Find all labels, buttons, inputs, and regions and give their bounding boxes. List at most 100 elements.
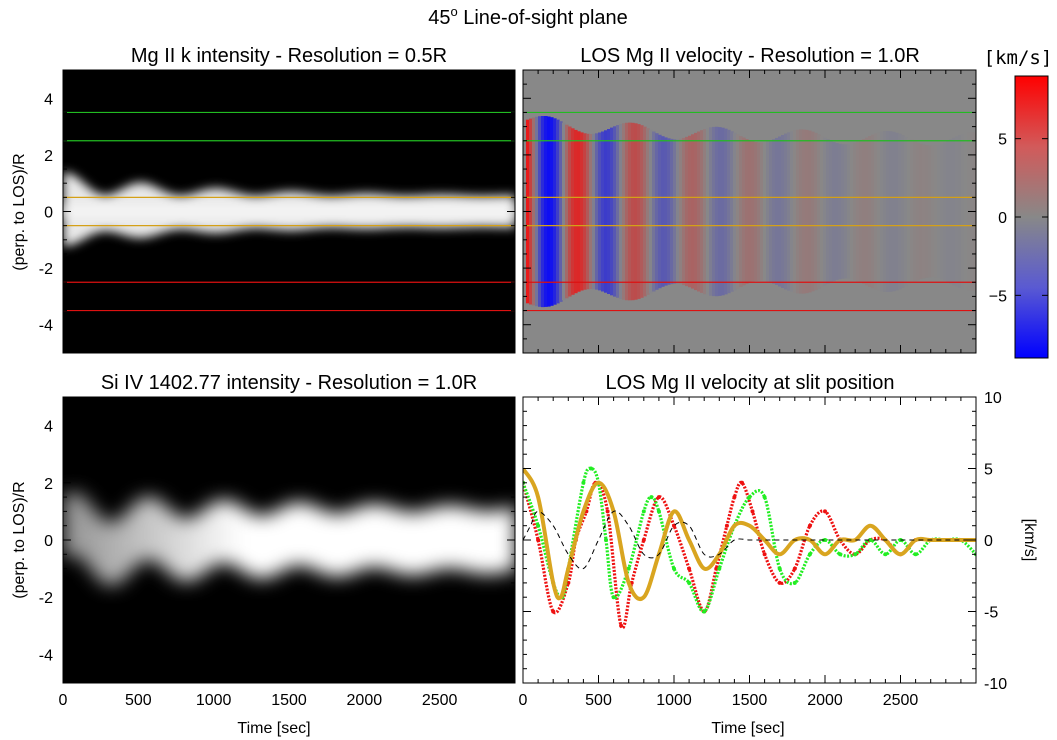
y-tick-label: -2 — [39, 590, 53, 607]
velocity-stripe — [892, 131, 896, 292]
velocity-stripe — [592, 133, 596, 290]
colorbar-tick-label: 0 — [998, 210, 1007, 227]
velocity-stripe — [925, 145, 929, 278]
series-point — [641, 538, 646, 542]
velocity-stripe — [868, 136, 872, 287]
series-point — [619, 623, 624, 628]
si-band-segment — [191, 516, 200, 579]
velocity-stripe — [658, 134, 662, 289]
panel-br-title: LOS Mg II velocity at slit position — [605, 372, 894, 394]
si-band-segment — [123, 511, 132, 575]
velocity-stripe — [889, 131, 893, 292]
colorbar-tick-label: −5 — [989, 288, 1007, 305]
velocity-stripe — [952, 137, 956, 286]
velocity-stripe — [706, 128, 710, 295]
velocity-stripe — [715, 126, 719, 297]
series-point — [536, 538, 541, 542]
velocity-stripe — [877, 132, 881, 291]
velocity-stripe — [649, 129, 653, 294]
si-band-segment — [93, 514, 102, 577]
velocity-stripe — [796, 129, 800, 294]
si-band-segment — [319, 510, 328, 574]
si-band-segment — [289, 503, 298, 567]
velocity-stripe — [643, 126, 647, 297]
x-tick-label: 2500 — [422, 692, 458, 709]
velocity-stripe — [559, 121, 563, 302]
velocity-stripe — [784, 133, 788, 290]
series-point — [672, 566, 676, 571]
panel-tr-title: LOS Mg II velocity - Resolution = 1.0R — [580, 45, 920, 67]
series-point — [641, 509, 646, 514]
velocity-stripe — [703, 129, 707, 295]
velocity-stripe — [751, 141, 755, 282]
si-band-segment — [85, 504, 94, 568]
velocity-stripe — [799, 129, 803, 294]
velocity-stripe — [532, 117, 536, 306]
colorbar-unit: [km/s] — [984, 47, 1053, 69]
velocity-stripe — [646, 128, 650, 295]
velocity-stripe — [691, 134, 695, 289]
velocity-stripe — [547, 116, 551, 307]
colorbar-tick-label: 5 — [998, 132, 1007, 149]
velocity-stripe — [712, 126, 716, 297]
velocity-stripe — [802, 129, 806, 294]
velocity-stripe — [679, 138, 683, 285]
velocity-stripe — [673, 139, 677, 284]
panel-br: 0 500 1000 1500 2000 2500 -10 -5 0 5 10 Time [sec]… — [519, 390, 1038, 737]
velocity-stripe — [628, 122, 632, 301]
velocity-stripe — [817, 134, 821, 289]
x-tick-label: 0 — [519, 692, 528, 709]
velocity-stripe — [763, 142, 767, 281]
velocity-stripe — [709, 127, 713, 296]
si-band-segment — [228, 502, 237, 566]
figure-title-main: 45 — [428, 7, 450, 29]
series-point — [762, 552, 767, 557]
velocity-stripe — [748, 140, 752, 283]
x-tick-label: 2000 — [807, 692, 843, 709]
velocity-stripe — [616, 125, 620, 298]
si-band-segment — [454, 506, 463, 570]
velocity-stripe — [553, 118, 557, 305]
y-tick-label: 2 — [44, 476, 53, 493]
si-band-segment — [334, 513, 343, 577]
series-point — [581, 480, 586, 485]
velocity-stripe — [838, 143, 842, 280]
velocity-stripe — [805, 129, 809, 294]
si-band-segment — [243, 511, 253, 575]
velocity-stripe — [856, 141, 860, 282]
series-point — [611, 595, 616, 600]
si-band-segment — [492, 510, 501, 574]
panel-tl: -4 -2 0 2 4 — [39, 69, 516, 354]
velocity-stripe — [946, 140, 950, 283]
velocity-stripe — [742, 137, 746, 286]
velocity-stripe — [739, 136, 743, 287]
si-band-segment — [424, 509, 433, 573]
x-tick-label: 0 — [59, 692, 68, 709]
velocity-stripe — [661, 136, 665, 287]
y-tick-label: -5 — [984, 605, 998, 622]
si-band-segment — [417, 511, 426, 575]
si-band-segment — [198, 510, 207, 574]
si-band-segment — [100, 520, 109, 584]
velocity-stripe — [778, 136, 782, 287]
velocity-stripe — [604, 130, 608, 293]
velocity-stripe — [562, 122, 566, 301]
velocity-stripe — [670, 138, 674, 285]
mg-intensity-band — [63, 172, 515, 247]
si-band-segment — [386, 507, 396, 571]
series-point — [551, 609, 556, 614]
y-tick-label: 0 — [984, 533, 993, 550]
si-band-segment — [138, 498, 147, 562]
velocity-stripe — [880, 131, 884, 292]
si-band-segment — [176, 517, 185, 581]
panel-tl-ylabel: (perp. to LOS)/R — [11, 153, 28, 270]
si-band-segment — [394, 510, 403, 573]
series-point — [853, 552, 858, 557]
velocity-stripe — [625, 122, 629, 301]
velocity-stripe — [961, 133, 965, 290]
velocity-stripe — [949, 139, 953, 284]
panel-tl-title: Mg II k intensity - Resolution = 0.5R — [131, 45, 447, 67]
velocity-stripe — [790, 131, 794, 292]
y-tick-label: -10 — [984, 676, 1007, 693]
velocity-stripe — [637, 124, 641, 299]
